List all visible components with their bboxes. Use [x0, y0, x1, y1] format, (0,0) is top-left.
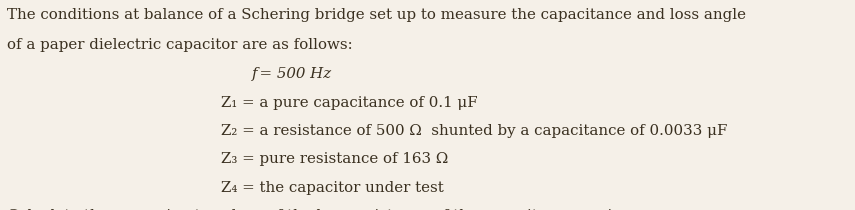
Text: of a paper dielectric capacitor are as follows:: of a paper dielectric capacitor are as f…: [7, 38, 352, 52]
Text: The conditions at balance of a Schering bridge set up to measure the capacitance: The conditions at balance of a Schering …: [7, 8, 746, 22]
Text: Z₃ = pure resistance of 163 Ω: Z₃ = pure resistance of 163 Ω: [221, 152, 448, 166]
Text: Z₁ = a pure capacitance of 0.1 μF: Z₁ = a pure capacitance of 0.1 μF: [221, 96, 477, 110]
Text: f = 500 Hz: f = 500 Hz: [252, 67, 333, 81]
Text: Calculate the approximate values of the loss resistance of the capacitor assumin: Calculate the approximate values of the …: [7, 209, 639, 210]
Text: Z₂ = a resistance of 500 Ω  shunted by a capacitance of 0.0033 μF: Z₂ = a resistance of 500 Ω shunted by a …: [221, 124, 727, 138]
Text: Z₄ = the capacitor under test: Z₄ = the capacitor under test: [221, 181, 444, 195]
